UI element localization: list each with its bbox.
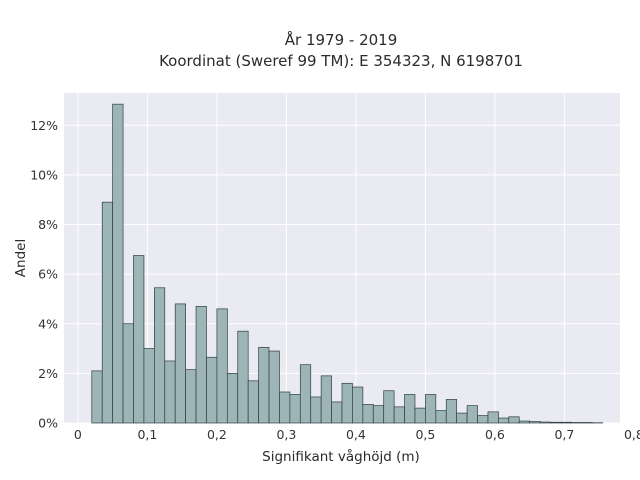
y-tick-label: 4% — [38, 316, 58, 331]
histogram-bar — [258, 346, 270, 424]
histogram-bar — [174, 303, 186, 424]
histogram-bar — [101, 201, 113, 424]
histogram-bar — [445, 399, 458, 424]
histogram-bar — [498, 417, 510, 424]
histogram-bar — [539, 421, 551, 424]
chart-title-line1: År 1979 - 2019 — [285, 30, 398, 49]
x-tick-label: 0,1 — [137, 427, 157, 442]
chart-title-line2: Koordinat (Sweref 99 TM): E 354323, N 61… — [159, 52, 523, 70]
histogram-bar — [279, 391, 291, 424]
x-tick-label: 0,2 — [207, 427, 227, 442]
histogram-bar — [477, 415, 489, 424]
histogram-bar — [508, 416, 520, 424]
histogram-bar — [425, 394, 437, 424]
x-tick-label: 0,7 — [554, 427, 574, 442]
histogram-bar — [393, 406, 405, 424]
histogram-bar — [206, 356, 218, 424]
histogram-bar — [560, 421, 572, 424]
y-tick-label: 0% — [38, 416, 58, 431]
x-tick-label: 0,8 — [624, 427, 640, 442]
bars-group — [91, 103, 603, 424]
histogram-bar — [122, 323, 134, 424]
histogram-bar — [195, 306, 207, 424]
y-axis-ticks: 0% 2% 4% 6% 8% 10% 12% — [30, 118, 58, 431]
histogram-bar — [466, 405, 478, 424]
x-tick-label: 0,6 — [485, 427, 505, 442]
histogram-bar — [404, 394, 416, 424]
histogram-bar — [247, 380, 259, 424]
histogram-bar — [310, 396, 322, 424]
x-tick-label: 0,4 — [346, 427, 366, 442]
histogram-bar — [331, 401, 343, 424]
histogram-bar — [237, 330, 249, 424]
x-tick-label: 0,3 — [276, 427, 296, 442]
y-tick-label: 2% — [38, 366, 58, 381]
x-tick-label: 0,5 — [415, 427, 435, 442]
histogram-bar — [383, 390, 395, 424]
y-tick-label: 8% — [38, 217, 58, 232]
histogram-bar — [352, 386, 364, 424]
histogram-bar — [133, 255, 145, 424]
histogram-bar — [320, 375, 332, 424]
x-tick-label: 0 — [74, 427, 82, 442]
histogram-bar — [164, 360, 176, 424]
histogram-bar — [529, 421, 541, 424]
histogram-bar — [435, 410, 447, 424]
histogram-bar — [341, 382, 353, 424]
histogram-bar — [112, 103, 124, 424]
y-tick-label: 10% — [30, 167, 58, 182]
histogram-bar — [143, 348, 155, 424]
y-axis-label: Andel — [13, 239, 29, 277]
histogram-bar — [487, 411, 499, 424]
histogram-bar — [518, 420, 530, 424]
histogram-bar — [91, 370, 103, 424]
histogram-bar — [268, 350, 280, 424]
y-tick-label: 12% — [30, 118, 58, 133]
histogram-bar — [226, 373, 239, 424]
histogram-bar — [456, 412, 468, 424]
x-axis-ticks: 0 0,1 0,2 0,3 0,4 0,5 0,6 0,7 0,8 — [74, 427, 640, 442]
histogram-bar — [216, 308, 228, 424]
histogram-bar — [372, 405, 385, 424]
histogram-bar — [414, 407, 426, 424]
histogram-bar — [299, 364, 312, 424]
histogram-bar — [185, 369, 197, 424]
histogram-bar — [550, 421, 562, 424]
x-axis-label: Signifikant våghöjd (m) — [262, 448, 420, 465]
histogram-bar — [154, 287, 166, 424]
histogram-bar — [362, 404, 374, 424]
histogram-bar — [289, 394, 301, 424]
y-tick-label: 6% — [38, 267, 58, 282]
